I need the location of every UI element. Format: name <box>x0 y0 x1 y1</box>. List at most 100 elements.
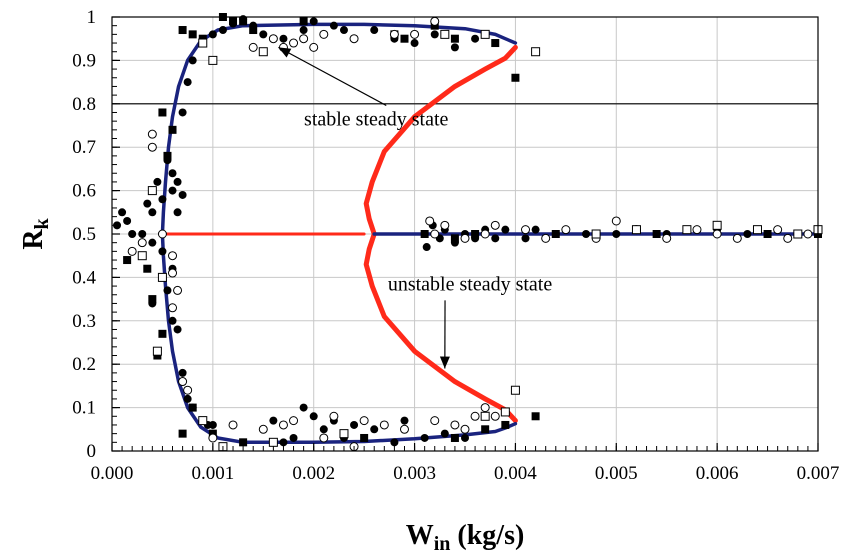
data-point-open-circle <box>692 225 702 235</box>
data-point-filled-circle <box>319 425 328 434</box>
data-point-filled-circle <box>289 433 298 442</box>
data-point-open-circle <box>379 420 389 430</box>
data-point-open-square <box>591 229 601 239</box>
data-point-filled-circle <box>188 56 197 65</box>
data-point-filled-square <box>249 26 258 35</box>
data-point-open-circle <box>349 34 359 44</box>
data-point-filled-square <box>143 264 152 273</box>
data-point-filled-square <box>531 412 540 421</box>
x-axis-title-subscript: in <box>434 533 451 555</box>
annotations: stable steady state unstable steady state <box>278 46 553 369</box>
data-point-filled-square <box>450 433 459 442</box>
data-point-filled-circle <box>148 238 157 247</box>
data-point-filled-square <box>501 420 510 429</box>
data-point-open-circle <box>289 38 299 48</box>
data-point-filled-circle <box>390 438 399 447</box>
data-point-filled-circle <box>612 230 621 238</box>
y-axis-title: Rk <box>18 217 53 249</box>
x-tick-label: 0.002 <box>292 463 335 484</box>
data-points <box>113 13 823 452</box>
data-point-open-circle <box>173 285 183 295</box>
data-point-open-square <box>137 251 147 261</box>
data-point-filled-circle <box>309 17 318 26</box>
data-point-open-circle <box>662 233 672 243</box>
data-point-filled-circle <box>501 225 510 234</box>
data-point-filled-square <box>158 108 167 117</box>
data-point-open-circle <box>410 29 420 39</box>
data-point-open-square <box>268 437 278 447</box>
data-point-open-square <box>339 429 349 439</box>
data-point-open-circle <box>480 229 490 239</box>
y-axis-title-main: R <box>18 229 49 250</box>
data-point-filled-circle <box>178 190 187 199</box>
x-tick-label: 0.003 <box>393 463 436 484</box>
data-point-open-circle <box>732 233 742 243</box>
data-point-filled-square <box>652 230 661 238</box>
data-point-filled-circle <box>743 230 752 238</box>
data-point-filled-circle <box>173 325 182 334</box>
data-point-open-square <box>631 225 641 235</box>
y-tick-label: 0.4 <box>72 267 96 288</box>
data-point-open-square <box>152 346 162 356</box>
y-tick-label: 0.3 <box>72 311 96 332</box>
data-point-open-square <box>480 29 490 39</box>
data-point-open-circle <box>470 411 480 421</box>
data-point-filled-circle <box>218 26 227 35</box>
data-point-open-circle <box>430 16 440 26</box>
data-point-filled-square <box>239 438 248 447</box>
data-point-filled-square <box>178 26 187 35</box>
data-point-filled-circle <box>128 230 137 238</box>
data-point-open-square <box>500 407 510 417</box>
data-point-open-circle <box>268 34 278 44</box>
data-point-filled-square <box>123 256 132 265</box>
data-point-open-circle <box>147 142 157 152</box>
data-point-open-circle <box>329 411 339 421</box>
data-point-filled-circle <box>461 433 469 442</box>
data-point-filled-square <box>148 295 157 304</box>
data-point-open-square <box>258 47 268 57</box>
data-point-open-circle <box>430 416 440 426</box>
y-tick-label: 0.7 <box>72 137 96 158</box>
data-point-open-circle <box>490 411 500 421</box>
data-point-filled-circle <box>118 208 127 217</box>
data-point-open-circle <box>168 303 178 313</box>
data-point-open-circle <box>228 420 238 430</box>
data-point-filled-circle <box>420 433 429 442</box>
x-tick-label: 0.000 <box>91 463 134 484</box>
data-point-filled-circle <box>173 177 182 186</box>
data-point-filled-square <box>491 39 500 48</box>
data-point-filled-square <box>400 34 409 43</box>
unstable-curve-upper <box>363 44 518 237</box>
data-point-open-circle <box>389 29 399 39</box>
tick-labels: 0.000 0.001 0.002 0.003 0.004 0.005 0.006 0.007… <box>72 7 839 484</box>
data-point-open-circle <box>183 385 193 395</box>
data-point-open-circle <box>278 420 288 430</box>
data-point-open-circle <box>450 420 460 430</box>
data-point-open-circle <box>258 424 268 434</box>
data-point-filled-circle <box>491 234 500 243</box>
data-point-filled-circle <box>299 403 308 412</box>
annotation-arrow-head <box>278 47 292 58</box>
data-point-filled-square <box>420 230 429 238</box>
data-point-open-square <box>208 55 218 65</box>
data-point-filled-circle <box>208 420 217 429</box>
data-point-filled-circle <box>183 78 192 87</box>
data-point-filled-circle <box>183 394 192 403</box>
x-axis-title-unit: (kg/s) <box>450 520 524 551</box>
data-point-filled-circle <box>471 34 480 43</box>
data-point-filled-circle <box>350 420 359 429</box>
data-point-open-circle <box>168 268 178 278</box>
data-point-filled-square <box>168 125 177 134</box>
data-point-open-circle <box>127 246 137 256</box>
data-point-open-square <box>440 29 450 39</box>
annotation-label: unstable steady state <box>388 273 553 295</box>
axis-ticks <box>111 16 819 452</box>
data-point-filled-circle <box>410 39 419 48</box>
data-point-filled-circle <box>339 26 348 35</box>
y-tick-label: 0.5 <box>72 224 96 245</box>
data-point-open-circle <box>783 233 793 243</box>
data-point-open-square <box>752 225 762 235</box>
data-point-open-circle <box>773 225 783 235</box>
data-point-open-square <box>157 272 167 282</box>
